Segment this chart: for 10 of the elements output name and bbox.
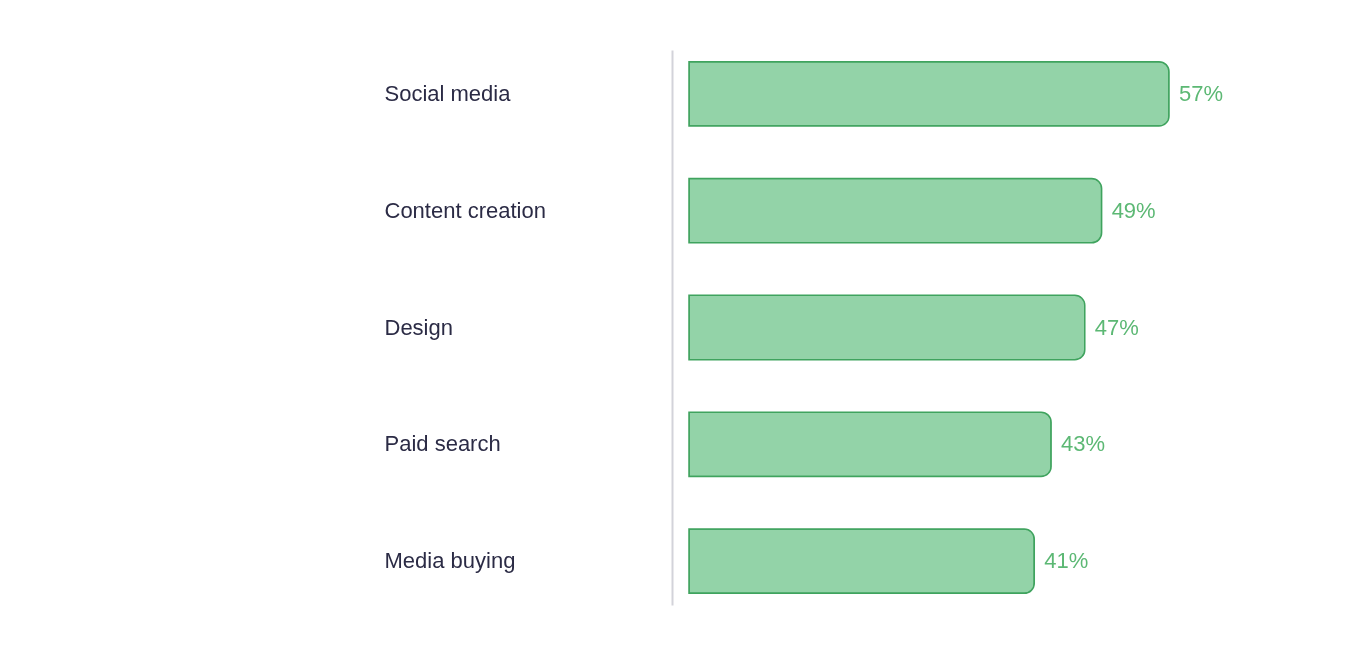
data-label: 41%: [1044, 548, 1089, 574]
y-tick-label: Media buying: [384, 548, 516, 574]
y-tick-label: Social media: [384, 80, 512, 106]
data-label: 43%: [1061, 431, 1106, 457]
data-label: 57%: [1179, 80, 1224, 106]
y-tick-label: Design: [384, 314, 453, 340]
y-tick-label: Content creation: [384, 197, 546, 223]
data-label: 47%: [1094, 314, 1139, 340]
y-tick-label: Paid search: [384, 431, 501, 457]
data-label: 49%: [1111, 197, 1156, 223]
